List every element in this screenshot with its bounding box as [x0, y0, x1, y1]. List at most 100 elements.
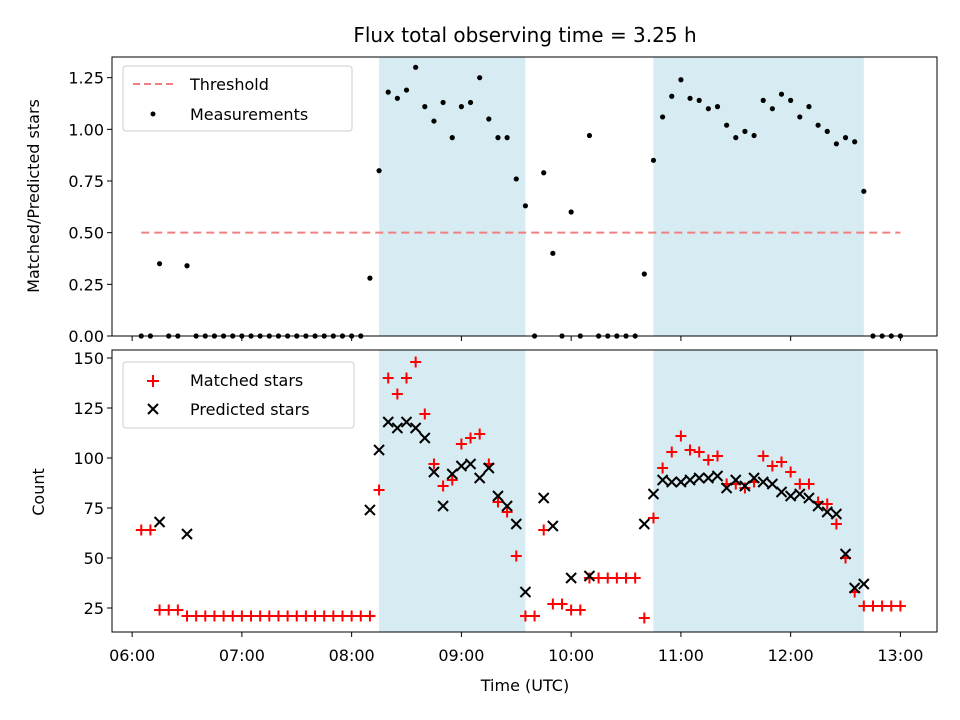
matched-star-point: [711, 450, 723, 462]
matched-star-point: [830, 518, 842, 530]
matched-star-point: [538, 524, 550, 536]
measurement-point: [486, 116, 492, 122]
matched-star-point: [419, 408, 431, 420]
x-tick-label: 11:00: [658, 646, 704, 665]
matched-star-point: [144, 524, 156, 536]
predicted-star-point: [803, 492, 815, 504]
measurement-point: [714, 104, 721, 110]
measurement-point: [742, 128, 748, 134]
predicted-stars-legend-label: Predicted stars: [190, 400, 310, 419]
measurements-legend-label: Measurements: [190, 105, 308, 124]
measurement-point: [751, 132, 757, 139]
predicted-star-point: [675, 476, 687, 488]
predicted-star-point: [501, 500, 513, 512]
matched-star-point: [894, 600, 906, 612]
measurement-point: [687, 95, 693, 101]
matched-star-point: [785, 466, 797, 478]
matched-star-point: [529, 610, 541, 622]
predicted-star-point: [382, 416, 394, 428]
measurement-point: [422, 104, 428, 110]
y-tick-label: 1.25: [68, 69, 104, 88]
y-tick-label: 0.25: [68, 275, 104, 294]
matched-star-point: [556, 598, 568, 610]
count-axes-frame: [111, 349, 938, 633]
y-tick-label: 0.75: [68, 172, 104, 191]
measurement-point: [403, 87, 410, 93]
count-legend-box: [122, 361, 355, 429]
measurement-point: [861, 188, 867, 194]
measurement-point: [467, 99, 474, 106]
measurement-point: [852, 139, 858, 145]
predicted-star-point: [794, 488, 806, 500]
predicted-star-point: [666, 476, 678, 488]
ratio-axes-frame: [111, 56, 938, 337]
measurement-point: [833, 141, 839, 147]
matched-star-point: [574, 604, 586, 616]
predicted-star-point: [464, 458, 477, 470]
y-tick-label: 125: [73, 399, 104, 418]
predicted-star-point: [547, 520, 559, 532]
measurement-point: [367, 275, 373, 281]
measurement-point: [705, 106, 711, 112]
measurement-point: [678, 77, 684, 83]
predicted-star-point: [391, 422, 404, 434]
matched-star-point: [465, 432, 477, 444]
predicted-star-point: [656, 474, 669, 486]
measurement-point: [586, 132, 593, 139]
predicted-star-point: [748, 472, 760, 484]
measurement-point: [760, 97, 766, 103]
measurement-point: [184, 263, 190, 269]
predicted-star-point: [638, 518, 651, 530]
predicted-star-point: [702, 472, 715, 484]
matched-star-point: [172, 604, 184, 616]
predicted-stars-series: [153, 416, 870, 598]
predicted-star-point: [181, 528, 193, 540]
x-tick-label: 07:00: [219, 646, 265, 665]
predicted-star-point: [400, 416, 413, 428]
measurement-point: [385, 89, 391, 95]
matched-star-point: [492, 496, 504, 508]
predicted-star-point: [455, 460, 468, 472]
y-tick-label: 150: [73, 349, 104, 368]
y-tick-label: 100: [73, 449, 104, 468]
measurement-point: [541, 170, 547, 176]
matched-star-point: [675, 430, 687, 442]
measurement-point: [669, 93, 675, 99]
measurement-point: [797, 114, 803, 120]
predicted-star-point: [510, 518, 522, 530]
predicted-star-point: [821, 506, 833, 518]
predicted-star-point: [538, 492, 550, 504]
matched-star-point: [702, 454, 714, 466]
measurement-point: [550, 250, 556, 256]
count-x-ticks: 06:00 07:00 08:00 09:00 10:00 11:00 12:00 13:00: [109, 632, 923, 665]
measurement-point: [376, 168, 382, 174]
matched-stars-legend-label: Matched stars: [190, 371, 303, 390]
predicted-star-point: [473, 472, 486, 484]
measurement-point: [522, 203, 529, 209]
x-tick-label: 13:00: [877, 646, 923, 665]
predicted-star-point: [446, 468, 458, 480]
predicted-star-point: [739, 480, 751, 492]
measurement-point: [696, 97, 702, 103]
predicted-star-point: [483, 462, 495, 474]
measurement-point: [778, 91, 785, 97]
matched-star-point: [739, 482, 751, 494]
matched-star-point: [803, 478, 815, 490]
measurement-point: [477, 75, 483, 81]
measurement-point: [815, 122, 821, 128]
measurement-point: [733, 135, 739, 141]
matched-star-point: [629, 572, 641, 584]
measurement-point: [650, 157, 657, 163]
measurement-point: [568, 209, 574, 215]
matched-star-point: [510, 550, 522, 562]
predicted-star-point: [730, 474, 742, 486]
matched-star-point: [776, 456, 788, 468]
predicted-star-point: [437, 500, 449, 512]
matched-star-point: [474, 428, 486, 440]
y-tick-label: 0.00: [68, 327, 104, 346]
predicted-star-point: [373, 444, 385, 456]
y-tick-label: 50: [84, 549, 104, 568]
ratio-legend: Threshold Measurements: [122, 65, 353, 132]
y-tick-label: 75: [84, 499, 104, 518]
